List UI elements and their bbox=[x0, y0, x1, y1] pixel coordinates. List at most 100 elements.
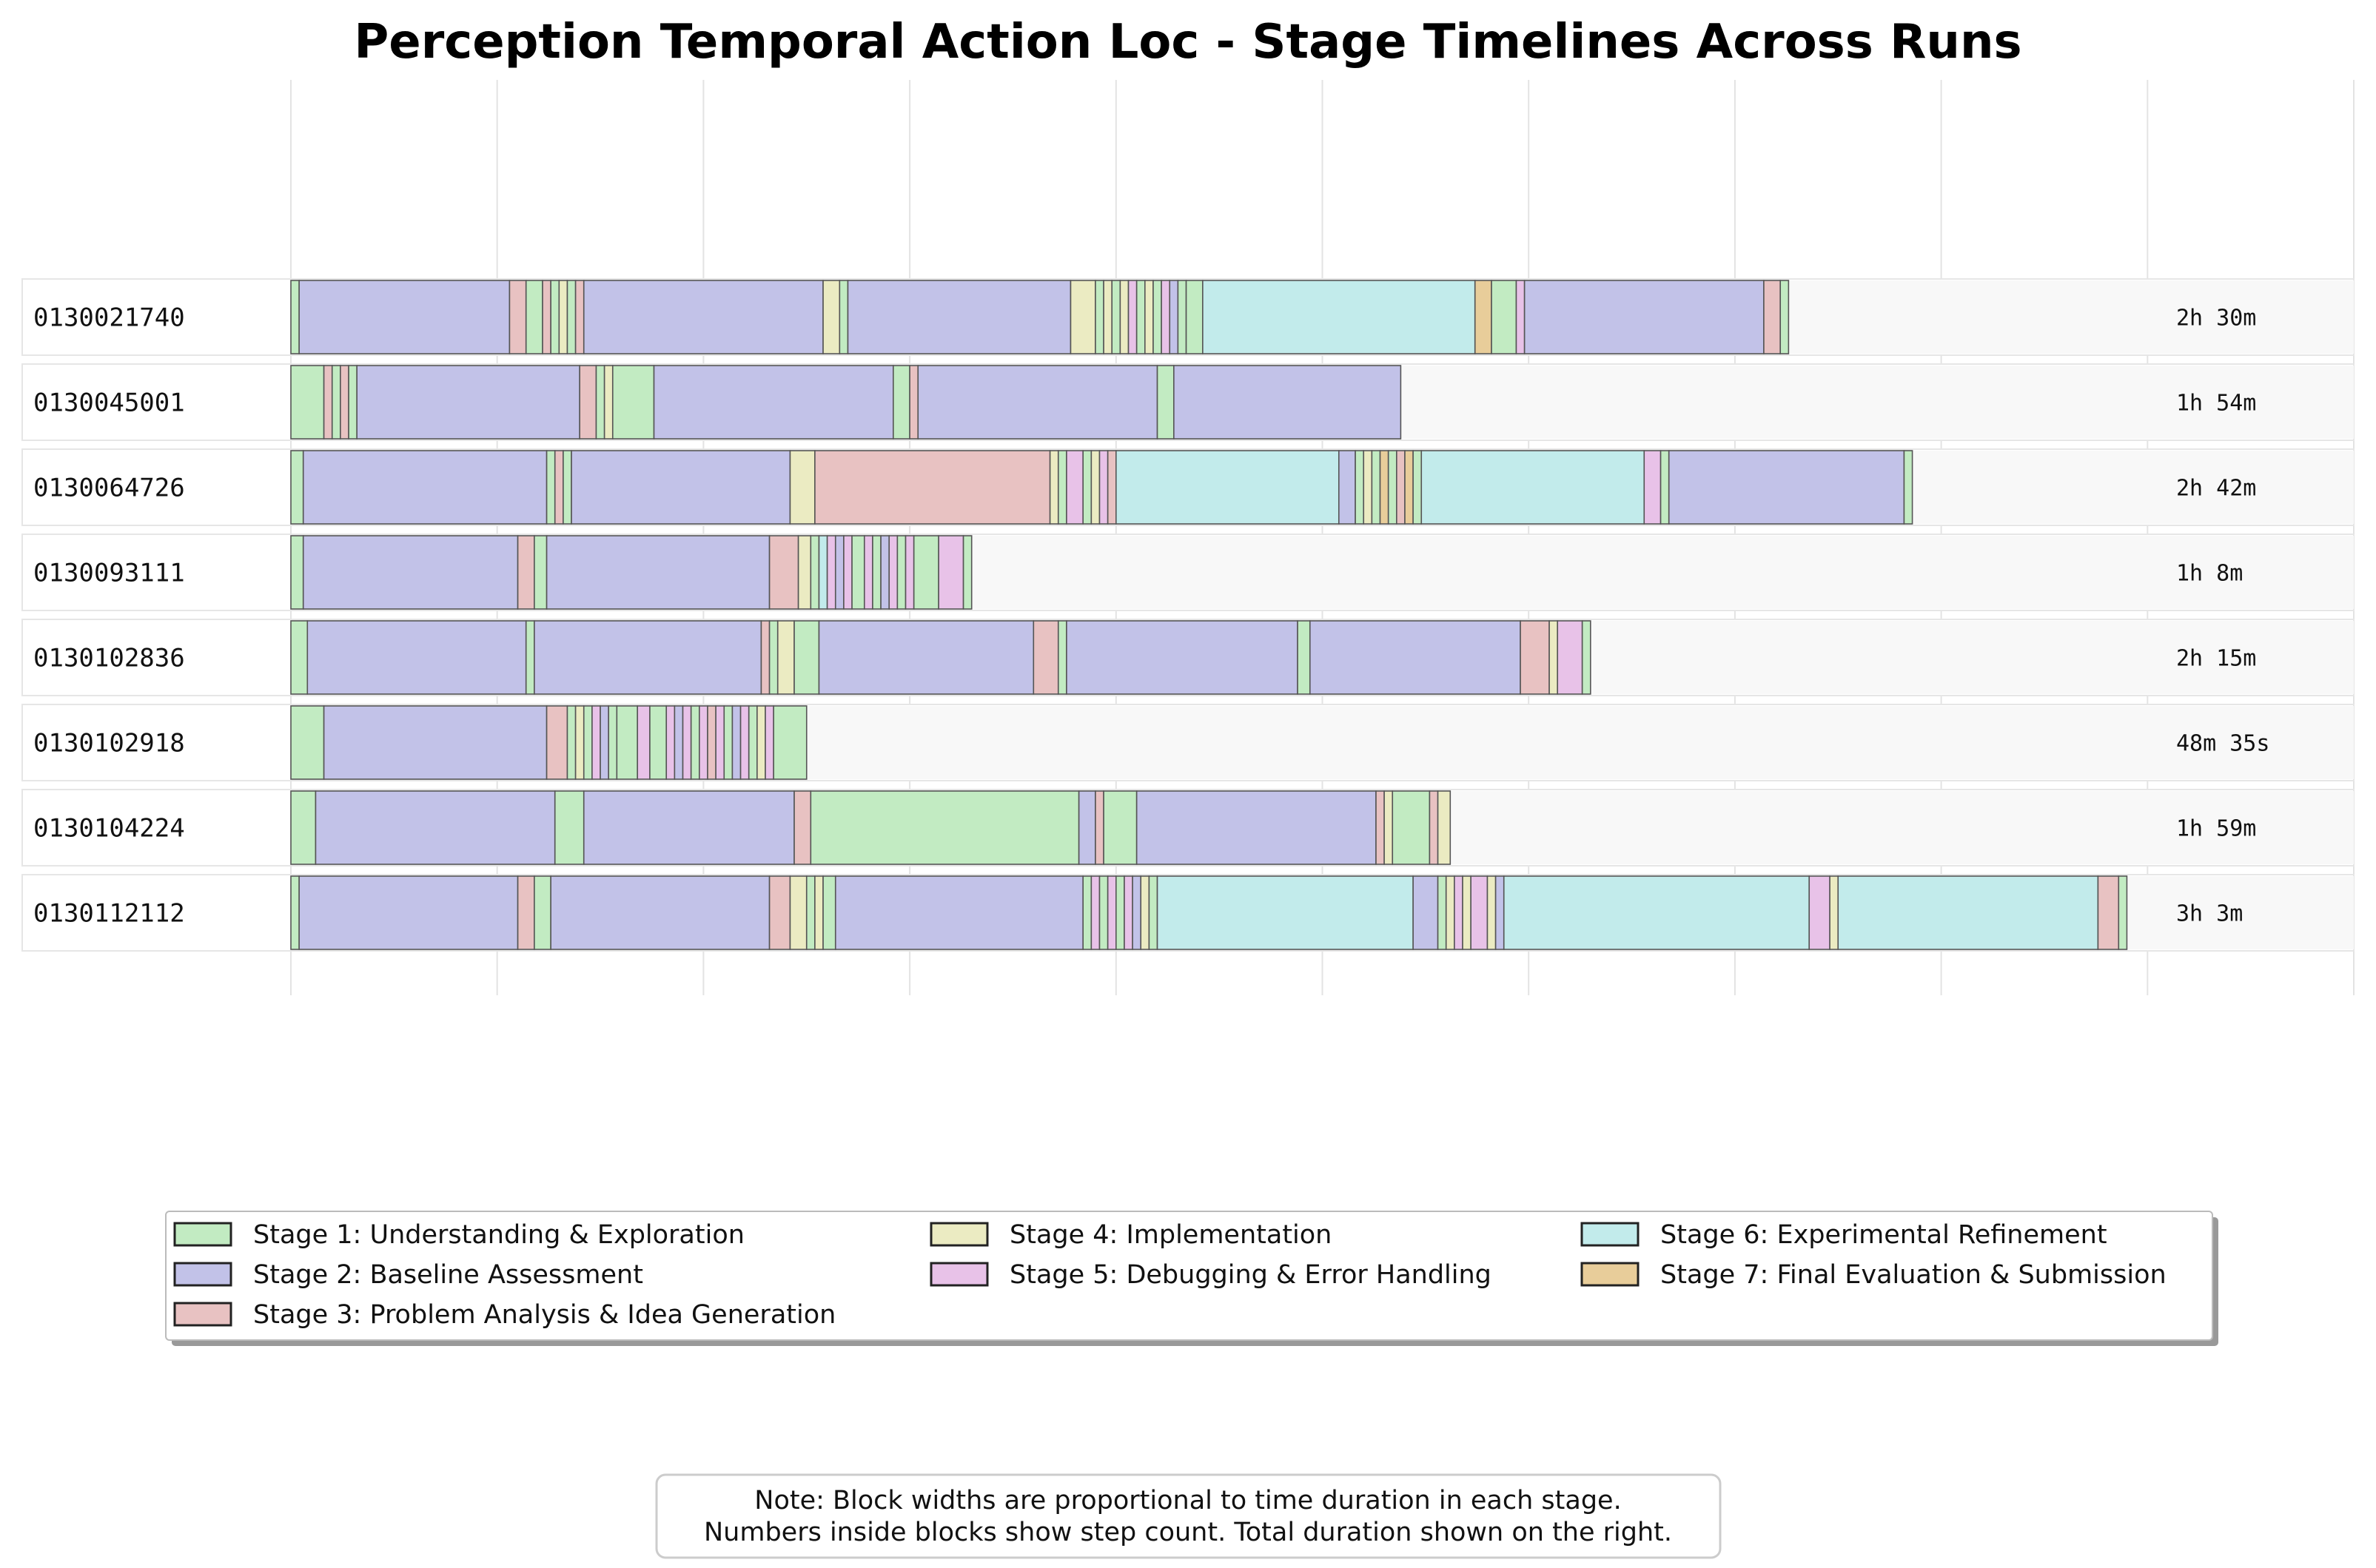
stage-segment bbox=[1173, 365, 1402, 440]
stage-segment bbox=[665, 705, 676, 780]
stage-segment bbox=[1115, 450, 1340, 525]
stage-segment bbox=[1412, 875, 1439, 950]
stage-segment bbox=[1309, 620, 1521, 695]
stage-segment bbox=[1090, 450, 1101, 525]
stage-segment bbox=[872, 535, 882, 610]
legend-swatch bbox=[173, 1302, 232, 1327]
stage-segment bbox=[1420, 450, 1645, 525]
stage-segment bbox=[851, 535, 865, 610]
stage-segment bbox=[583, 280, 824, 354]
run-id-label: 0130104224 bbox=[33, 814, 185, 844]
stage-segment bbox=[893, 365, 910, 440]
stage-segment bbox=[1829, 875, 1839, 950]
stage-segment bbox=[789, 450, 816, 525]
stage-segment bbox=[1066, 450, 1084, 525]
stage-segment bbox=[776, 620, 795, 695]
stage-segment bbox=[509, 280, 527, 354]
stage-segment bbox=[1470, 875, 1489, 950]
run-row: 0130102836 2h 15m bbox=[21, 619, 2355, 696]
stage-segment bbox=[517, 875, 535, 950]
run-row: 0130112112 3h 3m bbox=[21, 874, 2355, 952]
stage-segment bbox=[1082, 875, 1093, 950]
run-row: 0130021740 2h 30m bbox=[21, 278, 2355, 356]
stage-segment bbox=[843, 535, 853, 610]
stage-segment bbox=[1548, 620, 1559, 695]
stage-segment bbox=[290, 365, 325, 440]
run-row: 0130102918 48m 35s bbox=[21, 704, 2355, 781]
stage-segment bbox=[323, 365, 333, 440]
stage-segment bbox=[818, 620, 1035, 695]
stage-segment bbox=[1379, 450, 1389, 525]
stage-segment bbox=[1098, 450, 1109, 525]
stage-segment bbox=[315, 790, 556, 865]
stage-segment bbox=[1107, 450, 1117, 525]
stage-segment bbox=[707, 705, 717, 780]
stage-segment bbox=[1808, 875, 1830, 950]
stage-segment bbox=[1445, 875, 1455, 950]
stage-segment bbox=[653, 365, 894, 440]
stage-segment bbox=[768, 535, 799, 610]
stage-segment bbox=[1033, 620, 1059, 695]
run-duration-label: 2h 15m bbox=[2176, 646, 2256, 672]
stage-segment bbox=[558, 280, 568, 354]
legend-swatch bbox=[930, 1262, 989, 1287]
legend-swatch bbox=[1580, 1222, 1640, 1247]
stage-segment bbox=[603, 365, 614, 440]
stage-segment bbox=[583, 705, 593, 780]
stage-segment bbox=[1668, 450, 1905, 525]
stage-segment bbox=[534, 875, 551, 950]
legend: Stage 1: Understanding & Exploration Stag… bbox=[165, 1211, 2218, 1346]
stage-segment bbox=[1338, 450, 1356, 525]
stage-segment bbox=[525, 280, 543, 354]
stage-segment bbox=[1095, 790, 1104, 865]
stage-segment bbox=[765, 705, 774, 780]
stage-segment bbox=[356, 365, 580, 440]
stage-segment bbox=[1144, 280, 1154, 354]
stage-segment bbox=[290, 875, 300, 950]
stage-segment bbox=[1095, 280, 1104, 354]
stage-segment bbox=[938, 535, 964, 610]
stage-segment bbox=[348, 365, 358, 440]
stage-segment bbox=[331, 365, 341, 440]
stage-segment bbox=[1454, 875, 1463, 950]
stage-segment bbox=[1169, 280, 1179, 354]
stage-segment bbox=[583, 790, 795, 865]
stage-segment bbox=[896, 535, 907, 610]
stage-segment bbox=[789, 875, 808, 950]
stage-segment bbox=[563, 450, 572, 525]
run-rows: 0130021740 2h 30m 0130045001 1h 54m 01300647… bbox=[21, 278, 2355, 952]
stage-segment bbox=[323, 705, 548, 780]
stage-segment bbox=[731, 705, 742, 780]
stage-segment bbox=[909, 365, 919, 440]
stage-segment bbox=[756, 705, 766, 780]
stage-segment bbox=[1437, 875, 1447, 950]
stage-segment bbox=[917, 365, 1158, 440]
run-duration-label: 3h 3m bbox=[2176, 901, 2243, 927]
stage-segment bbox=[1491, 280, 1517, 354]
stage-segment bbox=[913, 535, 939, 610]
stage-segment bbox=[1119, 280, 1130, 354]
stage-segment bbox=[674, 705, 684, 780]
stage-segment bbox=[554, 450, 564, 525]
stage-segment bbox=[290, 790, 317, 865]
stage-segment bbox=[595, 365, 605, 440]
stage-segment bbox=[1523, 280, 1765, 354]
run-duration-label: 48m 35s bbox=[2176, 731, 2269, 757]
stage-segment bbox=[302, 535, 519, 610]
legend-entry: Stage 3: Problem Analysis & Idea Generat… bbox=[253, 1300, 836, 1330]
stage-segment bbox=[571, 450, 791, 525]
stage-segment bbox=[2118, 875, 2128, 950]
stage-segment bbox=[1486, 875, 1497, 950]
stage-segment bbox=[1515, 280, 1526, 354]
stage-segment bbox=[768, 620, 779, 695]
stage-segment bbox=[616, 705, 639, 780]
stage-segment bbox=[810, 790, 1080, 865]
stage-segment bbox=[579, 365, 597, 440]
stage-segment bbox=[1437, 790, 1452, 865]
stage-segment bbox=[810, 535, 820, 610]
stage-segment bbox=[611, 365, 655, 440]
stage-segment bbox=[1371, 450, 1381, 525]
stage-segment bbox=[1412, 450, 1423, 525]
stage-segment bbox=[637, 705, 651, 780]
stage-segment bbox=[2097, 875, 2120, 950]
